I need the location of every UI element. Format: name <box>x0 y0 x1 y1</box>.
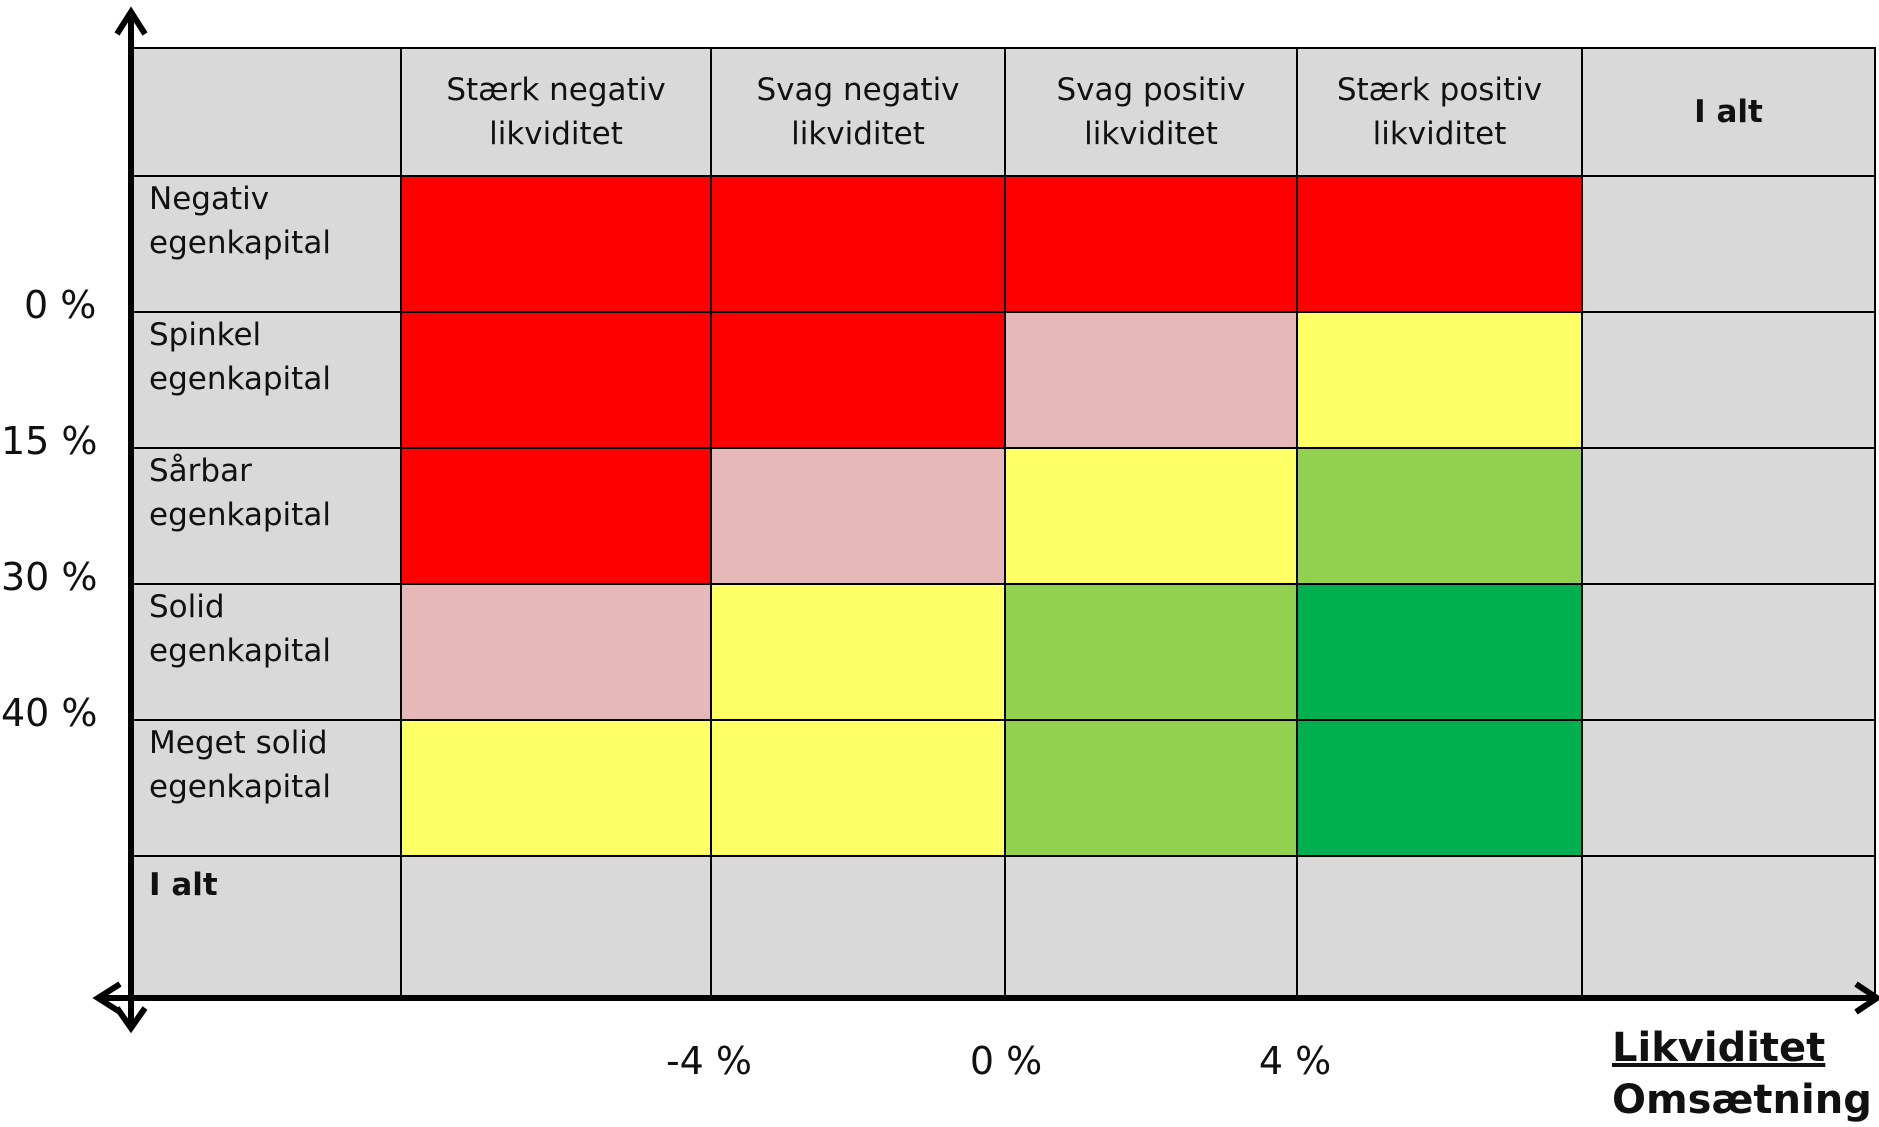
matrix-cell-r3-c3 <box>1004 447 1298 585</box>
label-line: Stærk positiv <box>1336 72 1543 108</box>
matrix-cell-r3-c2 <box>710 447 1006 585</box>
row-header-1: Negativ egenkapital <box>131 175 402 313</box>
row-header-5: Meget solid egenkapital <box>131 719 402 857</box>
matrix-cell-r6-c1 <box>400 855 712 1000</box>
matrix-cell-r2-c1 <box>400 311 712 449</box>
label-line: Sårbar <box>149 453 252 489</box>
label-line: I alt <box>1694 94 1763 130</box>
y-axis-arrow-top <box>114 6 148 36</box>
matrix-cell-r4-c5 <box>1581 583 1876 721</box>
matrix-cell-r4-c3 <box>1004 583 1298 721</box>
label-line: egenkapital <box>149 361 331 397</box>
label-line: I alt <box>149 867 218 903</box>
x-axis-title-likviditet: Likviditet <box>1612 1025 1826 1071</box>
y-tick-1: 15 % <box>1 419 98 463</box>
x-axis-arrow-right <box>1854 981 1879 1015</box>
matrix-cell-r4-c4 <box>1296 583 1583 721</box>
matrix-cell-r1-c3 <box>1004 175 1298 313</box>
label-line: egenkapital <box>149 225 331 261</box>
matrix-cell-r2-c5 <box>1581 311 1876 449</box>
matrix-cell-r4-c2 <box>710 583 1006 721</box>
y-axis-arrow-bottom <box>114 1006 148 1034</box>
label-line: likviditet <box>489 116 623 152</box>
y-tick-3: 40 % <box>1 691 98 735</box>
matrix-cell-r1-c4 <box>1296 175 1583 313</box>
column-header-1: Stærk negativ likviditet <box>400 47 712 177</box>
matrix-cell-r5-c5 <box>1581 719 1876 857</box>
matrix-cell-r1-c2 <box>710 175 1006 313</box>
x-tick-0: -4 % <box>665 1039 753 1083</box>
label-line: Svag negativ <box>756 72 960 108</box>
label-line: egenkapital <box>149 497 331 533</box>
matrix-cell-r3-c4 <box>1296 447 1583 585</box>
x-axis-title-omsaetning: Omsætning <box>1612 1077 1872 1123</box>
column-header-5: I alt <box>1581 47 1876 177</box>
corner-cell <box>131 47 402 177</box>
matrix-cell-r5-c3 <box>1004 719 1298 857</box>
label-line: Stærk negativ <box>446 72 666 108</box>
x-tick-1: 0 % <box>969 1039 1043 1083</box>
label-line: likviditet <box>1084 116 1218 152</box>
label-line: likviditet <box>791 116 925 152</box>
row-header-3: Sårbar egenkapital <box>131 447 402 585</box>
label-line: Meget solid <box>149 725 328 761</box>
matrix-cell-r6-c5 <box>1581 855 1876 1000</box>
label-line: egenkapital <box>149 633 331 669</box>
matrix-cell-r5-c4 <box>1296 719 1583 857</box>
matrix-cell-r6-c4 <box>1296 855 1583 1000</box>
matrix-cell-r1-c5 <box>1581 175 1876 313</box>
matrix-cell-r1-c1 <box>400 175 712 313</box>
column-header-2: Svag negativ likviditet <box>710 47 1006 177</box>
label-line: likviditet <box>1372 116 1507 152</box>
x-axis-arrow-left <box>92 981 122 1015</box>
label-line: egenkapital <box>149 769 331 805</box>
y-tick-2: 30 % <box>1 555 98 599</box>
x-tick-2: 4 % <box>1258 1039 1332 1083</box>
y-tick-0: 0 % <box>24 283 97 327</box>
label-line: Spinkel <box>149 317 262 353</box>
matrix-cell-r3-c1 <box>400 447 712 585</box>
row-header-4: Solid egenkapital <box>131 583 402 721</box>
label-line: Svag positiv <box>1056 72 1246 108</box>
label-line: Negativ <box>149 181 270 217</box>
matrix-cell-r2-c3 <box>1004 311 1298 449</box>
label-line: Solid <box>149 589 225 625</box>
